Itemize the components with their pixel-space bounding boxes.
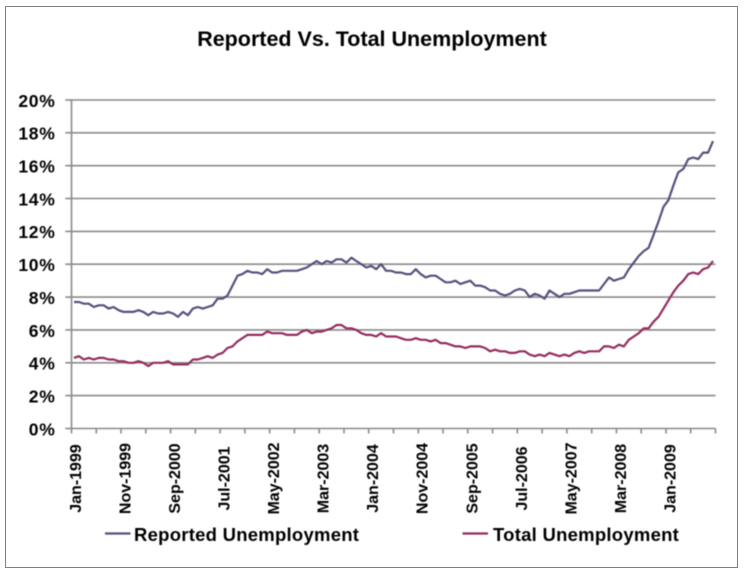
- svg-text:Reported Unemployment: Reported Unemployment: [134, 524, 359, 545]
- svg-text:10%: 10%: [18, 255, 55, 275]
- svg-text:16%: 16%: [18, 157, 55, 177]
- svg-text:Total Unemployment: Total Unemployment: [493, 524, 679, 545]
- svg-text:14%: 14%: [18, 189, 55, 209]
- svg-text:20%: 20%: [18, 91, 55, 111]
- svg-text:Jul-2001: Jul-2001: [217, 446, 234, 510]
- svg-text:2%: 2%: [29, 386, 56, 406]
- svg-text:Mar-2008: Mar-2008: [613, 444, 630, 513]
- svg-text:Nov-1999: Nov-1999: [118, 443, 135, 514]
- svg-text:4%: 4%: [29, 354, 56, 374]
- svg-text:8%: 8%: [29, 288, 56, 308]
- svg-text:May-2007: May-2007: [563, 442, 580, 514]
- svg-text:May-2002: May-2002: [266, 442, 283, 514]
- svg-text:Jan-1999: Jan-1999: [68, 444, 85, 513]
- svg-text:Nov-2004: Nov-2004: [415, 443, 432, 514]
- svg-text:12%: 12%: [18, 222, 55, 242]
- svg-text:Jan-2004: Jan-2004: [365, 444, 382, 513]
- svg-text:Mar-2003: Mar-2003: [316, 444, 333, 513]
- svg-text:Reported Vs. Total Unemploymen: Reported Vs. Total Unemployment: [197, 27, 547, 51]
- svg-text:Sep-2000: Sep-2000: [167, 443, 184, 513]
- svg-text:Sep-2005: Sep-2005: [464, 443, 481, 513]
- svg-text:0%: 0%: [29, 419, 56, 439]
- svg-text:18%: 18%: [18, 124, 55, 144]
- svg-text:Jul-2006: Jul-2006: [514, 446, 531, 510]
- svg-text:Jan-2009: Jan-2009: [662, 444, 679, 513]
- svg-text:6%: 6%: [29, 321, 56, 341]
